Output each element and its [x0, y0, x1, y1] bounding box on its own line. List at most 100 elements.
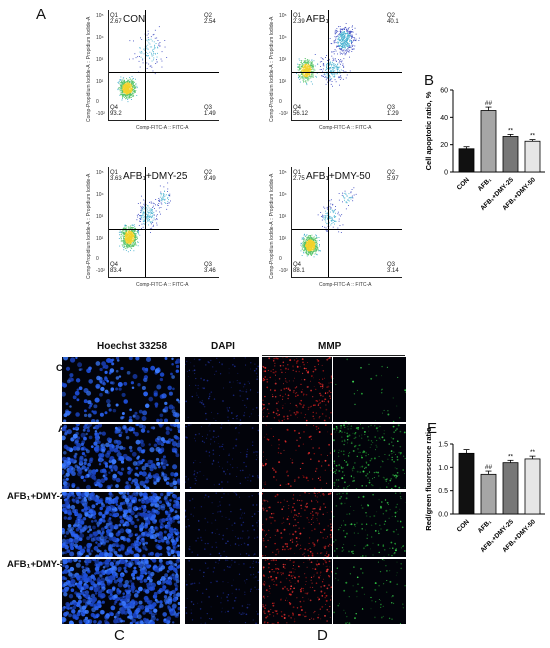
quadrant-value: 40.1 — [387, 19, 399, 25]
category-label: CON — [456, 518, 471, 533]
flow-y-tick: 10⁵ — [279, 13, 287, 19]
flow-y-axis-label: Comp-Propidium Iodide-A :: Propidium Iod… — [86, 173, 92, 279]
flow-plot: AFB₁+DMY-25 Q1 3.63 Q2 9.49 Q4 83.4 Q3 3.46 — [108, 167, 219, 278]
mmp-header-underline — [262, 355, 405, 356]
quadrant-value: Q3 — [387, 105, 396, 111]
quadrant-value: 1.49 — [204, 111, 216, 117]
flow-y-tick: 10³ — [279, 214, 287, 220]
bar — [458, 148, 475, 173]
gate-horizontal-line — [109, 229, 219, 230]
gate-vertical-line — [145, 167, 146, 277]
significance-mark: ** — [530, 449, 536, 456]
gate-vertical-line — [328, 167, 329, 277]
flow-scatter-dots — [300, 187, 357, 258]
y-tick-label: 20 — [440, 142, 448, 149]
flow-y-axis-label: Comp-Propidium Iodide-A :: Propidium Iod… — [269, 173, 275, 279]
green-fluorescence-image — [333, 424, 406, 489]
flow-plot-title: AFB₁ — [306, 14, 329, 25]
quadrant-value: Q2 — [387, 13, 396, 19]
significance-mark: ## — [485, 100, 493, 107]
quadrant-value: Q4 — [293, 105, 302, 111]
dapi-column-header: DAPI — [211, 341, 235, 352]
flow-y-tick: -10² — [96, 111, 105, 117]
row-label-afb1-dmy50: AFB₁+DMY-50 — [7, 559, 71, 570]
fluorescence-ratio-bar-chart: 0.0 0.5 1.0 1.5 Red/green fluorescence ratio… — [424, 428, 545, 554]
panel-label-e: E — [427, 420, 438, 437]
quadrant-value: 1.29 — [387, 111, 399, 117]
flow-y-tick: 10² — [96, 236, 104, 242]
red-fluorescence-image — [262, 357, 332, 422]
flow-y-tick: 10⁴ — [96, 192, 104, 198]
quadrant-value: 83.4 — [110, 268, 122, 274]
flow-plot-title: AFB₁+DMY-50 — [306, 171, 371, 182]
quadrant-value: Q1 — [293, 170, 302, 176]
flow-scatter-dots — [296, 23, 360, 87]
bar — [524, 458, 541, 515]
category-label: CON — [456, 176, 471, 191]
flow-y-tick: 10⁴ — [96, 35, 104, 41]
quadrant-value: 2.54 — [204, 19, 216, 25]
quadrant-value: 3.63 — [110, 176, 122, 182]
quadrant-value: Q4 — [110, 105, 119, 111]
flow-y-tick: 10⁵ — [96, 170, 104, 176]
quadrant-value: 2.67 — [110, 19, 122, 25]
y-tick-label: 0 — [444, 170, 448, 177]
flow-y-tick: 10⁵ — [96, 13, 104, 19]
significance-mark: ** — [530, 133, 536, 140]
flow-x-axis-label: Comp-FITC-A :: FITC-A — [319, 125, 372, 131]
flow-plot-title: CON — [123, 14, 146, 25]
bar — [458, 452, 475, 515]
flow-plot: AFB₁+DMY-50 Q1 2.75 Q2 5.97 Q4 88.1 Q3 3.14 — [291, 167, 402, 278]
significance-mark: ** — [508, 127, 514, 134]
flow-y-tick: 10³ — [279, 57, 287, 63]
flow-y-tick: 0 — [96, 99, 99, 105]
y-tick-label: 40 — [440, 115, 448, 122]
flow-y-tick: -10² — [279, 268, 288, 274]
dapi-fluorescence-image — [185, 357, 259, 422]
bar — [524, 140, 541, 173]
gate-vertical-line — [145, 10, 146, 120]
quadrant-value: 2.75 — [293, 176, 305, 182]
y-tick-label: 1.0 — [438, 465, 448, 472]
quadrant-value: 88.1 — [293, 268, 305, 274]
significance-mark: ** — [508, 453, 514, 460]
flow-y-tick: 0 — [279, 256, 282, 262]
panel-label-d: D — [317, 627, 328, 644]
gate-horizontal-line — [292, 72, 402, 73]
flow-y-tick: 10⁴ — [279, 35, 287, 41]
quadrant-value: Q1 — [110, 13, 119, 19]
flow-y-tick: -10² — [96, 268, 105, 274]
quadrant-value: Q1 — [293, 13, 302, 19]
flow-y-tick: 10⁴ — [279, 192, 287, 198]
quadrant-value: Q3 — [204, 105, 213, 111]
dapi-fluorescence-image — [185, 492, 259, 557]
flow-plot-title: AFB₁+DMY-25 — [123, 171, 188, 182]
significance-mark: ## — [485, 464, 493, 471]
y-tick-label: 0.5 — [438, 488, 448, 495]
green-fluorescence-image — [333, 357, 406, 422]
green-fluorescence-image — [333, 492, 406, 557]
flow-y-axis-label: Comp-Propidium Iodide-A :: Propidium Iod… — [86, 16, 92, 122]
quadrant-value: 2.39 — [293, 19, 305, 25]
flow-y-tick: 10² — [96, 79, 104, 85]
flow-y-tick: 0 — [96, 256, 99, 262]
flow-y-tick: 10³ — [96, 57, 104, 63]
apoptosis-bar-chart: 0 20 40 60 Cell apoptotic ratio, % CON ## AFB₁ *… — [424, 88, 545, 212]
flow-y-tick: 10² — [279, 236, 287, 242]
hoechst-column-header: Hoechst 33258 — [97, 341, 168, 352]
panel-label-b: B — [424, 72, 435, 89]
quadrant-value: Q1 — [110, 170, 119, 176]
flow-y-axis-label: Comp-Propidium Iodide-A :: Propidium Iod… — [269, 16, 275, 122]
flow-y-tick: 10³ — [96, 214, 104, 220]
y-axis-label: Cell apoptotic ratio, % — [424, 91, 433, 170]
row-label-afb1-dmy25: AFB₁+DMY-25 — [7, 491, 71, 502]
y-axis-label: Red/green fluorescence ratio — [424, 428, 433, 531]
panel-label-c: C — [114, 627, 125, 644]
green-fluorescence-image — [333, 559, 406, 624]
flow-y-tick: -10² — [279, 111, 288, 117]
quadrant-value: Q2 — [204, 13, 213, 19]
bar — [502, 462, 519, 515]
quadrant-value: 3.14 — [387, 268, 399, 274]
hoechst-fluorescence-image — [62, 492, 180, 557]
gate-horizontal-line — [109, 72, 219, 73]
